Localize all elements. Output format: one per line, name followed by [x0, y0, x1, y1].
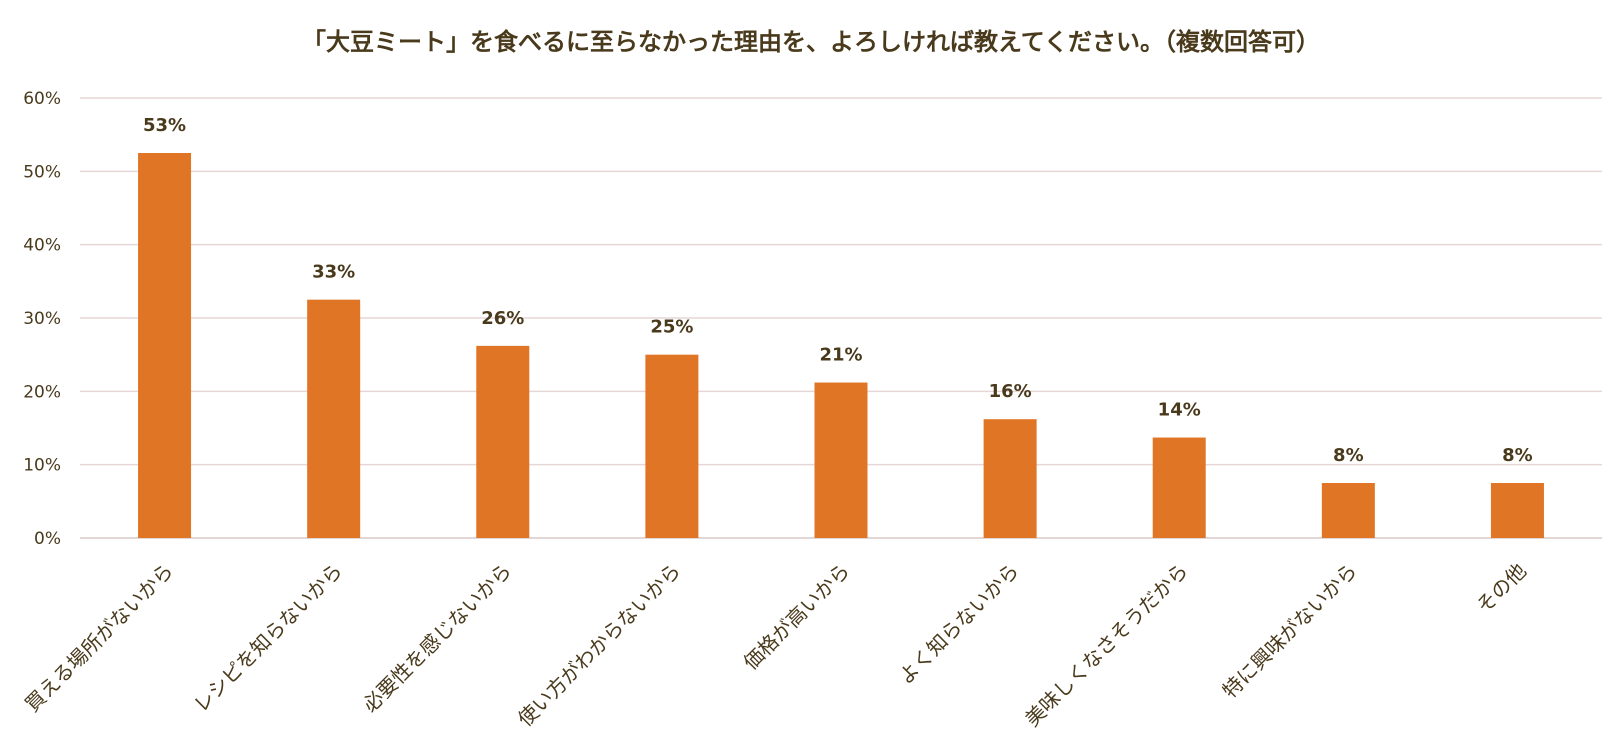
y-tick-label: 20% — [23, 382, 61, 402]
data-label: 14% — [1158, 400, 1201, 421]
bar — [476, 345, 530, 538]
y-tick-label: 0% — [34, 529, 61, 549]
y-tick-label: 50% — [23, 162, 61, 182]
bar — [1490, 483, 1544, 538]
bar — [307, 299, 361, 538]
y-tick-label: 60% — [23, 89, 61, 109]
data-label: 26% — [481, 308, 524, 329]
x-axis-categories: 買える場所がないから レシピを知らないから 必要性を感じないから使い方がわからないか… — [20, 559, 1531, 732]
bar — [1321, 483, 1375, 538]
category-label: 必要性を感じないから — [358, 559, 516, 717]
data-label: 21% — [819, 345, 862, 366]
category-label: 美味しくなさそうだから — [1020, 559, 1193, 732]
bars — [138, 153, 1544, 538]
category-label: レシピを知らないから — [189, 559, 347, 717]
y-tick-label: 40% — [23, 236, 61, 256]
bar — [814, 382, 868, 538]
bar — [983, 419, 1037, 538]
data-labels: 53% 33% 26% 25% 21% 16% 14% 8% 8% — [143, 115, 1533, 466]
chart-title: 「大豆ミート」を食べるに至らなかった理由を、よろしければ教えてください。（複数回… — [302, 28, 1320, 56]
data-label: 33% — [312, 262, 355, 283]
category-label: その他 — [1472, 559, 1531, 618]
data-label: 8% — [1333, 445, 1364, 466]
bar — [645, 354, 699, 538]
data-label: 25% — [650, 317, 693, 338]
category-label: 使い方がわからないから — [513, 559, 686, 732]
category-label: 価格が高いから — [739, 559, 855, 675]
data-label: 16% — [989, 381, 1032, 402]
bar — [1152, 437, 1206, 538]
category-label: よく知らないから — [894, 559, 1024, 689]
y-tick-label: 30% — [23, 309, 61, 329]
bar — [138, 153, 192, 538]
category-label: 買える場所がないから — [20, 559, 178, 717]
y-tick-label: 10% — [23, 456, 61, 476]
data-label: 8% — [1502, 445, 1533, 466]
y-axis-ticks: 0% 10% 20% 30% 40% 50% 60% — [23, 89, 61, 549]
category-label: 特に興味がないから — [1218, 559, 1362, 703]
data-label: 53% — [143, 115, 186, 136]
